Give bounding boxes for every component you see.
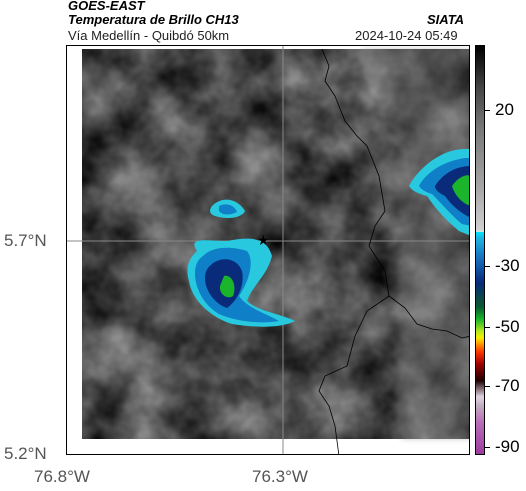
- cbar-tick-m30: [485, 266, 490, 267]
- map-svg: ★: [67, 46, 469, 454]
- cbar-tick-m90: [485, 447, 490, 448]
- lat-label-52: 5.2°N: [4, 444, 47, 463]
- cbar-label-m30: -30: [495, 256, 520, 275]
- cbar-label-m90: -90: [495, 437, 520, 456]
- satellite-map[interactable]: ★: [66, 45, 470, 455]
- cbar-tick-m70: [485, 386, 490, 387]
- border-line-2: [318, 295, 390, 454]
- lon-label-763: 76.3°W: [252, 467, 308, 486]
- timestamp: 2024-10-24 05:49: [355, 28, 458, 43]
- cbar-label-m70: -70: [495, 376, 520, 395]
- product-title: Temperatura de Brillo CH13: [68, 12, 239, 27]
- location-star: ★: [257, 233, 270, 249]
- cbar-tick-m50: [485, 327, 490, 328]
- cbar-tick-20: [485, 110, 490, 111]
- lat-label-57: 5.7°N: [4, 231, 47, 250]
- cold-cloud-west: [187, 238, 295, 327]
- cbar-label-m50: -50: [495, 317, 520, 336]
- cold-cloud-east: [409, 149, 469, 236]
- route-subtitle: Vía Medellín - Quibdó 50km: [68, 28, 230, 43]
- colorbar: [475, 45, 485, 455]
- border-line-1: [321, 48, 469, 339]
- satellite-name: GOES-EAST: [68, 0, 145, 13]
- lon-label-768: 76.8°W: [34, 467, 90, 486]
- cold-cloud-small: [210, 199, 245, 219]
- cbar-label-20: 20: [495, 100, 514, 119]
- agency-label: SIATA: [427, 12, 465, 27]
